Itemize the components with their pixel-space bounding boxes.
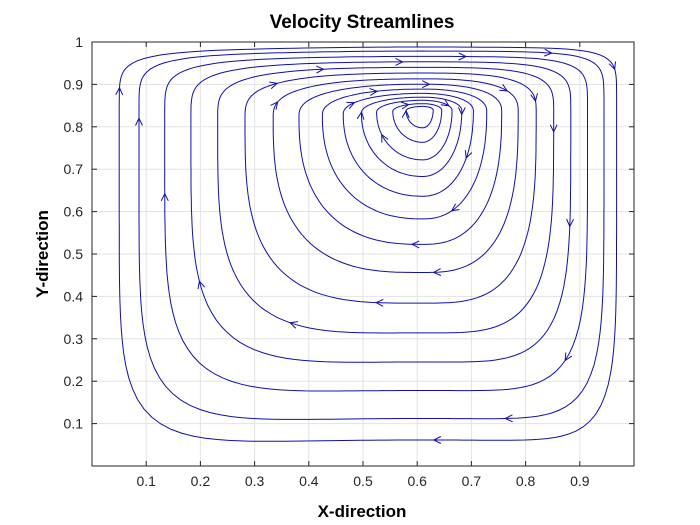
y-tick-label: 0.9: [64, 76, 84, 92]
streamline-arrow: [464, 150, 473, 160]
streamline-arrow: [381, 133, 389, 143]
chart-title: Velocity Streamlines: [270, 12, 455, 33]
streamline: [405, 105, 434, 129]
streamlines: [115, 46, 618, 444]
streamline: [244, 72, 537, 304]
x-tick-label: 0.8: [516, 473, 536, 489]
streamline-arrow: [530, 93, 538, 103]
streamline-arrow: [356, 110, 365, 120]
x-tick-label: 0.5: [353, 473, 373, 489]
y-tick-label: 0.3: [64, 331, 84, 347]
streamline: [217, 66, 555, 334]
x-tick-label: 0.9: [570, 473, 590, 489]
x-tick-label: 0.6: [407, 473, 427, 489]
streamline-arrow: [432, 436, 442, 444]
streamline-arrow: [135, 117, 143, 126]
streamline-arrow: [458, 52, 468, 61]
streamline-arrow: [401, 109, 410, 119]
streamline: [321, 88, 488, 220]
streamline: [392, 103, 443, 143]
streamline: [118, 46, 618, 442]
streamline-arrow: [395, 57, 404, 66]
x-tick-label: 0.3: [245, 473, 265, 489]
streamline-arrow: [346, 101, 356, 110]
streamline-arrow: [421, 80, 431, 89]
streamline-arrow: [369, 88, 379, 96]
x-tick-label: 0.7: [462, 473, 482, 489]
streamline-arrow: [549, 124, 558, 134]
streamline-arrow: [499, 84, 509, 92]
streamline-arrow: [432, 268, 442, 276]
streamline-arrow: [440, 98, 450, 107]
streamline-arrow: [288, 321, 298, 329]
streamline: [298, 83, 503, 245]
streamline: [272, 78, 519, 273]
x-tick-label: 0.4: [299, 473, 319, 489]
y-tick-label: 0.4: [64, 288, 84, 304]
streamline: [164, 55, 588, 392]
streamline: [376, 99, 453, 161]
streamline-arrow: [504, 414, 513, 423]
ticks: 0.1 0.2 0.3 0.4 0.5 0.6 0.7 0.8 0.9 0.1 0.2 0.3 0.4 0…: [64, 34, 634, 489]
streamline-arrow: [400, 101, 410, 110]
streamline: [138, 50, 605, 420]
streamline-arrow: [316, 65, 325, 74]
streamline-arrow: [566, 218, 574, 228]
y-tick-label: 0.2: [64, 373, 84, 389]
grid: [92, 42, 634, 466]
streamline-arrow: [544, 48, 553, 57]
streamline-arrow: [374, 298, 384, 307]
y-tick-label: 0.5: [64, 246, 84, 262]
x-tick-label: 0.2: [191, 473, 211, 489]
streamline-arrow: [160, 192, 169, 202]
streamline: [190, 61, 572, 363]
streamline-arrow: [115, 86, 124, 96]
y-tick-label: 0.8: [64, 119, 84, 135]
y-tick-label: 0.1: [64, 416, 84, 432]
streamline-arrow: [450, 203, 460, 212]
x-axis-label: X-direction: [318, 502, 407, 521]
streamline-arrow: [269, 81, 279, 90]
streamline-arrow: [564, 352, 573, 362]
y-tick-label: 1: [75, 34, 83, 50]
streamline: [342, 92, 474, 197]
y-tick-label: 0.6: [64, 204, 84, 220]
x-tick-label: 0.1: [136, 473, 156, 489]
y-tick-label: 0.7: [64, 161, 84, 177]
streamline-arrow: [608, 61, 616, 71]
streamline-arrow: [197, 280, 206, 290]
streamline-arrow: [457, 107, 466, 116]
streamline-arrow: [270, 100, 279, 110]
streamline-arrow: [410, 240, 420, 249]
y-axis-label: Y-direction: [33, 210, 52, 298]
streamline: [360, 96, 463, 177]
